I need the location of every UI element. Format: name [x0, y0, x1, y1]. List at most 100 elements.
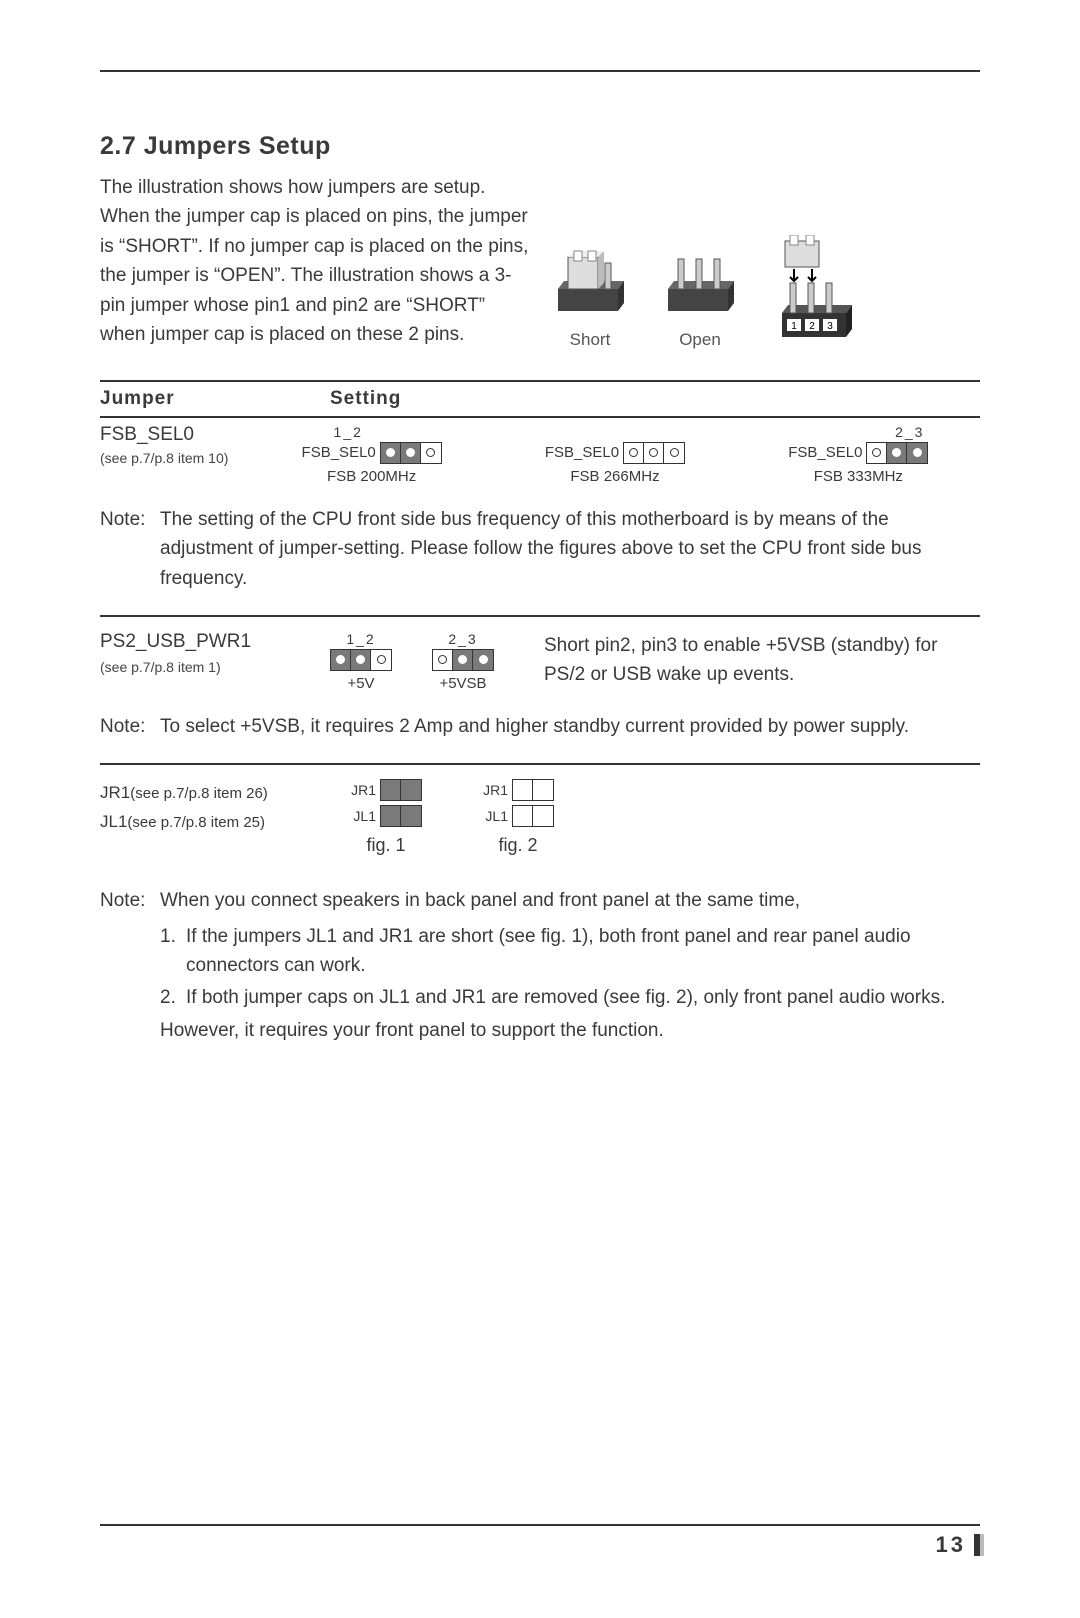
jl1-ref: (see p.7/p.8 item 25) — [127, 814, 265, 831]
note-list-item: 2.If both jumper caps on JL1 and JR1 are… — [160, 983, 980, 1012]
jr1-name: JR1 — [100, 783, 130, 802]
pin-open-icon — [624, 443, 644, 463]
setting-bottom-label: FSB 200MHz — [302, 468, 442, 485]
setting-left-label: FSB_SEL0 — [788, 444, 862, 461]
top-rule — [100, 70, 980, 72]
ps2-setting: 2_3 +5VSB — [432, 631, 494, 692]
note-body: When you connect speakers in back panel … — [160, 886, 980, 1045]
svg-text:3: 3 — [827, 321, 833, 332]
setting-bottom-label: FSB 333MHz — [788, 468, 928, 485]
pin-open-icon — [867, 443, 887, 463]
table-header: Jumper Setting — [100, 380, 980, 418]
ps2-ref: (see p.7/p.8 item 1) — [100, 659, 330, 675]
pin-open-icon — [533, 806, 553, 826]
pin-open-icon — [664, 443, 684, 463]
separator — [100, 615, 980, 617]
setting-bottom-label: +5V — [330, 675, 392, 692]
note-label: Note: — [100, 505, 160, 593]
mini-label: JL1 — [482, 808, 508, 824]
note-jrjl: Note: When you connect speakers in back … — [100, 886, 980, 1045]
header-setting: Setting — [330, 388, 980, 410]
note-body: To select +5VSB, it requires 2 Amp and h… — [160, 712, 980, 741]
list-number: 2. — [160, 983, 186, 1012]
list-text: If both jumper caps on JL1 and JR1 are r… — [186, 983, 945, 1012]
illus-short-label: Short — [550, 330, 630, 350]
setting-left-label: FSB_SEL0 — [545, 444, 619, 461]
page-mark-icon — [974, 1534, 980, 1556]
placing-jumper-icon: 1 2 3 — [770, 235, 860, 345]
mini-label: JL1 — [350, 808, 376, 824]
pin-short-icon — [381, 443, 401, 463]
pin-short-icon — [473, 650, 493, 670]
jl1-name: JL1 — [100, 812, 127, 831]
pin-annotation: 2_3 — [788, 424, 928, 440]
pin-open-icon — [513, 780, 533, 800]
note3-lead: When you connect speakers in back panel … — [160, 886, 980, 915]
header-jumper: Jumper — [100, 388, 330, 410]
pin-short-icon — [401, 443, 421, 463]
svg-text:2: 2 — [809, 321, 815, 332]
pin-open-icon — [433, 650, 453, 670]
mini-label: JR1 — [350, 782, 376, 798]
setting-bottom-label: +5VSB — [432, 675, 494, 692]
mini-label: JR1 — [482, 782, 508, 798]
jrjl-fig: JR1 JL1 fig. 2 — [482, 779, 554, 856]
setting-left-label: FSB_SEL0 — [302, 444, 376, 461]
pin-open-icon — [533, 780, 553, 800]
note3-tail: However, it requires your front panel to… — [160, 1016, 980, 1045]
illus-open: Open — [660, 229, 740, 350]
open-jumper-icon — [660, 229, 740, 319]
svg-text:1: 1 — [791, 321, 797, 332]
fsb-row: FSB_SEL0 (see p.7/p.8 item 10) 1_2 FSB_S… — [100, 418, 980, 485]
note-label: Note: — [100, 886, 160, 1045]
illus-open-label: Open — [660, 330, 740, 350]
note-label: Note: — [100, 712, 160, 741]
pin-open-icon — [371, 650, 391, 670]
note-fsb: Note: The setting of the CPU front side … — [100, 505, 980, 593]
pin-short-icon — [907, 443, 927, 463]
pin-short-icon — [381, 780, 401, 800]
ps2-row: PS2_USB_PWR1 (see p.7/p.8 item 1) 1_2 +5… — [100, 631, 980, 692]
ps2-name: PS2_USB_PWR1 — [100, 631, 330, 653]
pin-short-icon — [331, 650, 351, 670]
ps2-desc: Short pin2, pin3 to enable +5VSB (standb… — [494, 631, 980, 690]
intro-row: The illustration shows how jumpers are s… — [100, 173, 980, 350]
separator — [100, 763, 980, 765]
pin-short-icon — [401, 780, 421, 800]
fsb-setting: 2_3 FSB_SEL0 FSB 333MHz — [788, 424, 928, 485]
page-number: 13 — [936, 1532, 966, 1558]
pin-short-icon — [381, 806, 401, 826]
pin-short-icon — [453, 650, 473, 670]
pin-short-icon — [351, 650, 371, 670]
note-list-item: 1.If the jumpers JL1 and JR1 are short (… — [160, 922, 980, 981]
note-body: The setting of the CPU front side bus fr… — [160, 505, 980, 593]
page: 2.7 Jumpers Setup The illustration shows… — [0, 0, 1080, 1106]
fsb-ref: (see p.7/p.8 item 10) — [100, 450, 250, 466]
jumper-illustration: Short Open 1 2 — [550, 173, 980, 350]
pin-short-icon — [401, 806, 421, 826]
jr1-ref: (see p.7/p.8 item 26) — [130, 785, 268, 802]
pin-annotation: 2_3 — [432, 631, 494, 647]
short-jumper-icon — [550, 229, 630, 319]
jrjl-row: JR1(see p.7/p.8 item 26) JL1(see p.7/p.8… — [100, 779, 980, 856]
pin-open-icon — [421, 443, 441, 463]
intro-paragraph: The illustration shows how jumpers are s… — [100, 173, 530, 350]
section-title: 2.7 Jumpers Setup — [100, 132, 980, 161]
ps2-setting: 1_2 +5V — [330, 631, 392, 692]
pin-short-icon — [887, 443, 907, 463]
jrjl-fig: JR1 JL1 fig. 1 — [350, 779, 422, 856]
pin-annotation: 1_2 — [302, 424, 442, 440]
fsb-setting: 1_2 FSB_SEL0 FSB 200MHz — [302, 424, 442, 485]
fsb-name: FSB_SEL0 — [100, 424, 250, 446]
list-text: If the jumpers JL1 and JR1 are short (se… — [186, 922, 980, 981]
fig-caption: fig. 1 — [350, 835, 422, 856]
page-footer: 13 — [100, 1524, 980, 1558]
pin-annotation: 1_2 — [330, 631, 392, 647]
fig-caption: fig. 2 — [482, 835, 554, 856]
pin-annotation — [545, 424, 685, 440]
illus-short: Short — [550, 229, 630, 350]
pin-open-icon — [644, 443, 664, 463]
note-ps2: Note: To select +5VSB, it requires 2 Amp… — [100, 712, 980, 741]
list-number: 1. — [160, 922, 186, 981]
fsb-setting: FSB_SEL0 FSB 266MHz — [545, 424, 685, 485]
